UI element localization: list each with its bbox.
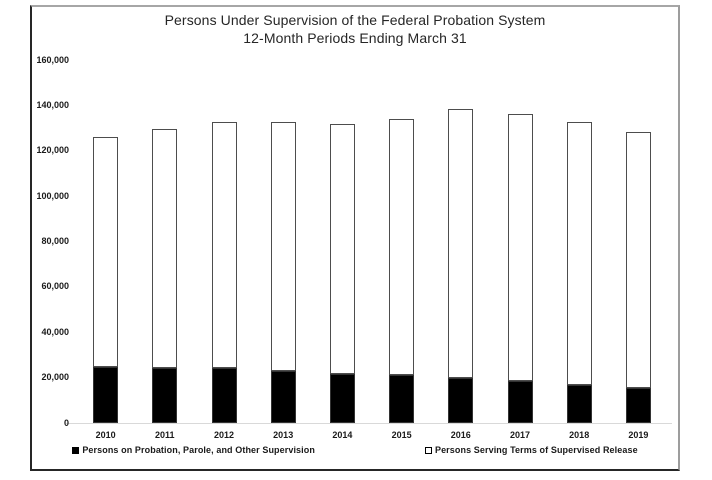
segment-probation-2019 — [625, 387, 651, 423]
x-axis-tick-label: 2013 — [273, 430, 294, 440]
segment-probation-2015 — [389, 375, 415, 423]
segment-supervised-release-2014 — [329, 123, 355, 374]
stacked-bar-2018 — [566, 122, 592, 423]
open-square-icon — [424, 447, 432, 454]
chart-frame: Persons Under Supervision of the Federal… — [30, 5, 680, 471]
segment-supervised-release-2016 — [448, 109, 474, 378]
segment-supervised-release-2019 — [625, 131, 651, 388]
chart-title-block: Persons Under Supervision of the Federal… — [32, 11, 678, 47]
x-axis-tick-label: 2018 — [569, 430, 590, 440]
y-axis-tick-label: 60,000 — [41, 281, 69, 292]
chart-subtitle: 12-Month Periods Ending March 31 — [243, 30, 467, 46]
stacked-bar-2010 — [93, 136, 119, 423]
segment-supervised-release-2015 — [389, 119, 415, 376]
x-axis-tick-label: 2011 — [155, 430, 175, 440]
x-axis-line — [66, 423, 672, 424]
legend-label-probation: Persons on Probation, Parole, and Other … — [82, 445, 315, 455]
x-axis-tick-label: 2010 — [95, 430, 116, 440]
x-axis-tick-label: 2016 — [450, 430, 471, 440]
x-axis-tick-label: 2014 — [332, 430, 353, 440]
segment-probation-2011 — [152, 368, 178, 423]
stacked-bar-2013 — [270, 122, 296, 423]
segment-supervised-release-2013 — [270, 122, 296, 371]
legend-label-supervised-release: Persons Serving Terms of Supervised Rele… — [434, 445, 638, 455]
x-axis-tick-label: 2015 — [391, 430, 412, 440]
stacked-bar-2017 — [507, 113, 533, 423]
x-axis-tick-label: 2012 — [213, 430, 235, 440]
y-axis-tick-label: 140,000 — [36, 99, 69, 110]
segment-supervised-release-2010 — [93, 136, 119, 368]
segment-supervised-release-2011 — [152, 128, 178, 369]
y-axis-tick-label: 80,000 — [41, 236, 69, 246]
segment-probation-2013 — [270, 370, 296, 423]
stacked-bar-2011 — [152, 128, 178, 423]
segment-probation-2016 — [448, 377, 474, 423]
segment-supervised-release-2017 — [507, 113, 533, 382]
legend-item-probation: Persons on Probation, Parole, and Other … — [72, 445, 315, 456]
stacked-bar-2019 — [625, 131, 651, 423]
stacked-bar-2015 — [389, 119, 415, 423]
segment-supervised-release-2012 — [211, 122, 237, 368]
segment-probation-2017 — [507, 381, 533, 423]
segment-probation-2018 — [566, 384, 592, 423]
legend-item-supervised-release: Persons Serving Terms of Supervised Rele… — [424, 445, 638, 456]
stacked-bar-2016 — [448, 109, 474, 423]
segment-supervised-release-2018 — [566, 122, 592, 385]
y-axis-tick-label: 40,000 — [41, 326, 69, 337]
stacked-bar-2014 — [329, 123, 355, 423]
y-axis-tick-label: 0 — [63, 417, 69, 428]
y-axis-tick-label: 20,000 — [41, 372, 69, 383]
chart-title: Persons Under Supervision of the Federal… — [164, 12, 546, 28]
x-axis-tick-label: 2017 — [509, 430, 531, 440]
y-axis-tick-label: 100,000 — [36, 190, 69, 201]
stacked-bar-2012 — [211, 122, 237, 423]
segment-probation-2014 — [329, 373, 355, 423]
segment-probation-2012 — [211, 367, 237, 423]
filled-square-icon — [72, 447, 80, 454]
segment-probation-2010 — [93, 367, 119, 423]
x-axis-tick-label: 2019 — [628, 430, 649, 440]
y-axis-tick-label: 160,000 — [36, 54, 69, 65]
legend: Persons on Probation, Parole, and Other … — [32, 445, 678, 456]
y-axis-tick-label: 120,000 — [36, 145, 69, 156]
